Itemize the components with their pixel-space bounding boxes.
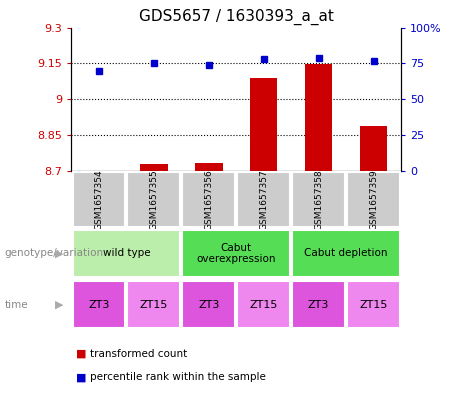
Text: ZT15: ZT15 bbox=[249, 299, 278, 310]
Text: ▶: ▶ bbox=[55, 299, 63, 310]
Bar bbox=[128, 281, 180, 328]
Text: GSM1657355: GSM1657355 bbox=[149, 169, 159, 230]
Bar bbox=[237, 281, 290, 328]
Text: ZT3: ZT3 bbox=[198, 299, 219, 310]
Text: ▶: ▶ bbox=[55, 248, 63, 259]
Bar bbox=[183, 281, 235, 328]
Bar bbox=[347, 281, 400, 328]
Text: time: time bbox=[5, 299, 28, 310]
Bar bbox=[250, 78, 278, 171]
Text: ZT15: ZT15 bbox=[360, 299, 388, 310]
Bar bbox=[72, 230, 180, 277]
Bar bbox=[347, 172, 400, 227]
Text: ZT3: ZT3 bbox=[88, 299, 110, 310]
Text: genotype/variation: genotype/variation bbox=[5, 248, 104, 259]
Bar bbox=[292, 230, 400, 277]
Text: GSM1657354: GSM1657354 bbox=[95, 169, 103, 230]
Bar bbox=[183, 230, 290, 277]
Bar bbox=[72, 172, 125, 227]
Bar bbox=[195, 163, 223, 171]
Bar bbox=[292, 172, 345, 227]
Text: GSM1657357: GSM1657357 bbox=[259, 169, 268, 230]
Text: ZT3: ZT3 bbox=[308, 299, 329, 310]
Bar bbox=[128, 172, 180, 227]
Text: GSM1657359: GSM1657359 bbox=[369, 169, 378, 230]
Text: GSM1657358: GSM1657358 bbox=[314, 169, 323, 230]
Text: Cabut depletion: Cabut depletion bbox=[304, 248, 388, 259]
Text: ■: ■ bbox=[76, 372, 87, 382]
Text: ZT15: ZT15 bbox=[140, 299, 168, 310]
Bar bbox=[140, 164, 168, 171]
Text: Cabut
overexpression: Cabut overexpression bbox=[196, 243, 276, 264]
Bar bbox=[237, 172, 290, 227]
Text: GSM1657356: GSM1657356 bbox=[204, 169, 213, 230]
Bar bbox=[305, 64, 332, 171]
Bar bbox=[183, 172, 235, 227]
Title: GDS5657 / 1630393_a_at: GDS5657 / 1630393_a_at bbox=[139, 9, 334, 25]
Text: wild type: wild type bbox=[103, 248, 150, 259]
Text: transformed count: transformed count bbox=[90, 349, 187, 359]
Text: percentile rank within the sample: percentile rank within the sample bbox=[90, 372, 266, 382]
Bar bbox=[360, 125, 387, 171]
Bar bbox=[72, 281, 125, 328]
Text: ■: ■ bbox=[76, 349, 87, 359]
Bar bbox=[292, 281, 345, 328]
